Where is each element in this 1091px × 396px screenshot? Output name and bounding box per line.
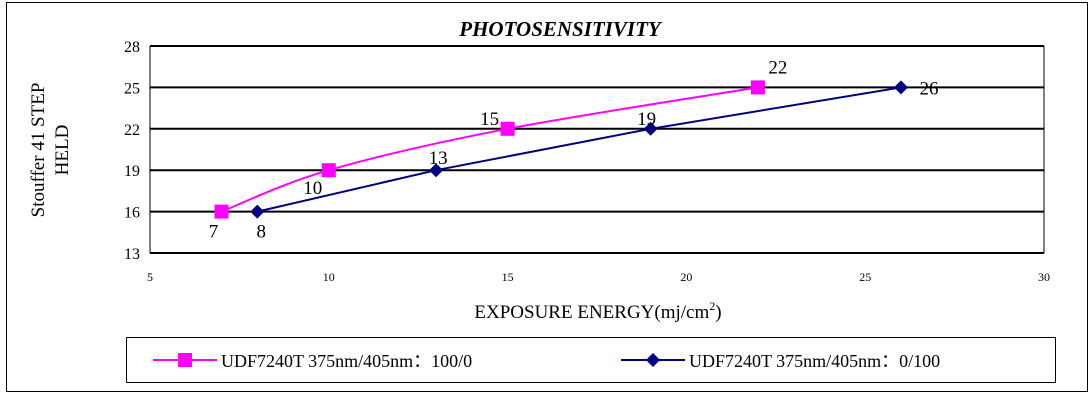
grid-lines: [150, 45, 1044, 254]
x-tick-label-5: 30: [1038, 270, 1050, 284]
data-label-s2-3: 26: [919, 78, 938, 99]
y-tick-label-3: 22: [124, 122, 140, 139]
data-label-s1-1: 10: [303, 178, 322, 199]
legend-swatch-square-icon: [153, 353, 217, 367]
tick-labels: 13 16 19 22 25 28 5 10 15 20 25 30: [124, 39, 1050, 284]
x-tick-label-0: 5: [147, 270, 153, 284]
axes: [149, 46, 1045, 253]
legend-swatch-diamond-icon: [621, 353, 685, 367]
data-label-s1-3: 22: [768, 57, 787, 78]
data-label-s1-2: 15: [480, 109, 499, 130]
data-point-s1-3: [750, 80, 765, 95]
chart-frame: [6, 2, 1088, 392]
legend-item-series-1: UDF7240T 375nm/405nm：100/0: [153, 348, 472, 372]
x-axis-label-superscript: 2: [709, 299, 715, 313]
series-line-2: [257, 86, 902, 213]
chart-title: PHOTOSENSITIVITY: [458, 17, 663, 41]
x-tick-label-2: 15: [502, 270, 514, 284]
x-axis-label: EXPOSURE ENERGY(mj/cm2): [474, 299, 721, 323]
data-point-s2-0: [250, 204, 265, 219]
y-tick-label-1: 16: [124, 205, 140, 222]
series-line-1: [221, 86, 759, 213]
y-tick-label-0: 13: [124, 246, 140, 263]
legend-label-series-1: UDF7240T 375nm/405nm：100/0: [221, 351, 473, 371]
legend-item-series-2: UDF7240T 375nm/405nm：0/100: [621, 348, 940, 372]
legend: UDF7240T 375nm/405nm：100/0 UDF7240T 375n…: [126, 337, 1056, 383]
y-axis-label-line1: Stouffer 41 STEP: [28, 83, 49, 218]
data-marks: 7 10 15 22 8 13 19 26: [209, 57, 939, 242]
data-label-s2-2: 19: [637, 109, 656, 130]
data-point-s1-2: [500, 121, 515, 136]
y-tick-label-5: 28: [124, 39, 140, 56]
data-point-s2-1: [429, 163, 444, 178]
series-layer: [221, 86, 902, 213]
data-point-s2-2: [643, 121, 658, 136]
x-axis-label-tail: ): [715, 302, 721, 323]
data-point-s2-3: [893, 80, 908, 95]
x-tick-label-3: 20: [680, 270, 692, 284]
x-tick-label-1: 10: [323, 270, 335, 284]
x-axis-label-main: EXPOSURE ENERGY(mj/cm: [474, 302, 709, 323]
data-point-s1-0: [214, 204, 229, 219]
x-tick-label-4: 25: [859, 270, 871, 284]
y-axis-label-line2: HELD: [52, 125, 73, 176]
y-tick-label-4: 25: [124, 80, 140, 97]
data-point-s1-1: [321, 163, 336, 178]
legend-label-series-2: UDF7240T 375nm/405nm：0/100: [689, 351, 941, 371]
data-label-s2-0: 8: [257, 222, 267, 243]
data-label-s1-0: 7: [209, 222, 219, 243]
y-tick-label-2: 19: [124, 163, 140, 180]
data-label-s2-1: 13: [429, 148, 448, 169]
y-axis-label: Stouffer 41 STEP HELD: [28, 83, 73, 218]
